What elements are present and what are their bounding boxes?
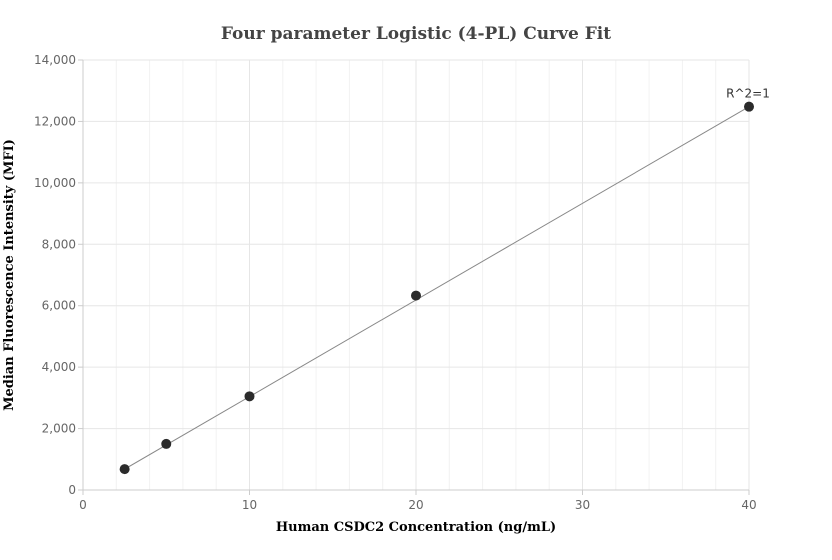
grid: [83, 59, 750, 490]
y-tick-label: 12,000: [34, 114, 76, 128]
x-axis-title: Human CSDC2 Concentration (ng/mL): [276, 520, 556, 535]
y-tick-label: 2,000: [42, 422, 76, 436]
chart-title: Four parameter Logistic (4-PL) Curve Fit: [221, 24, 611, 44]
data-point[interactable]: [244, 391, 255, 402]
data-point[interactable]: [161, 438, 172, 449]
tick-labels: 0 10 20 30 40 0 2,000 4,000 6,000 8,000 10,000 12,0…: [34, 53, 757, 512]
fit-curve: [124, 106, 750, 470]
x-tick-label: 20: [408, 498, 423, 512]
y-tick-label: 8,000: [42, 237, 76, 251]
data-points: [119, 101, 754, 475]
x-tick-label: 10: [242, 498, 257, 512]
data-point[interactable]: [411, 290, 421, 301]
r-squared-annotation: R^2=1: [726, 87, 770, 101]
y-tick-label: 0: [68, 483, 76, 497]
y-tick-label: 4,000: [42, 360, 76, 374]
y-axis-title: Median Fluorescence Intensity (MFI): [2, 139, 17, 411]
data-point[interactable]: [744, 101, 754, 112]
y-tick-label: 10,000: [34, 176, 76, 190]
x-tick-label: 0: [79, 498, 87, 512]
y-tick-label: 6,000: [42, 299, 76, 313]
x-tick-label: 40: [741, 498, 756, 512]
data-point[interactable]: [119, 464, 130, 475]
y-tick-label: 14,000: [34, 53, 76, 67]
x-tick-label: 30: [575, 498, 590, 512]
fit-line: [124, 106, 750, 470]
